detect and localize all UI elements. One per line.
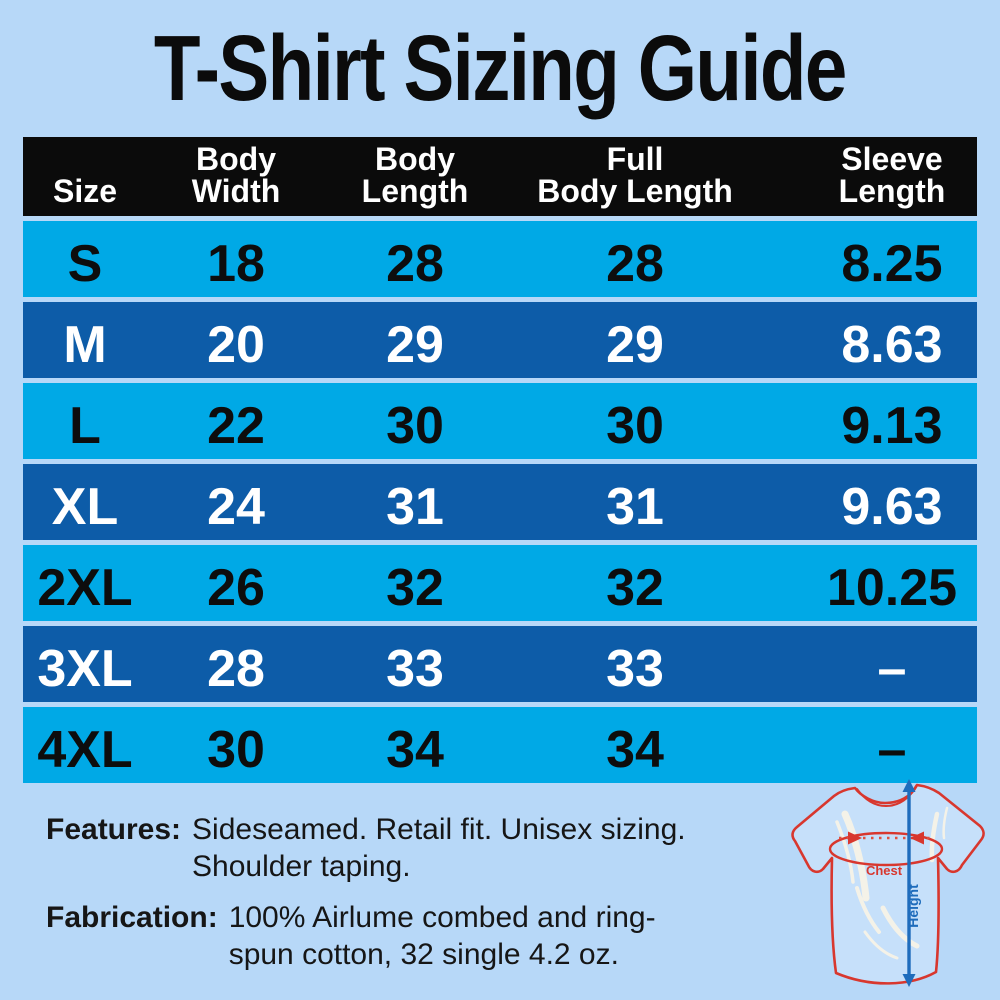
cell-sleeve-length: 9.63 (841, 478, 943, 536)
features-label: Features: (46, 813, 182, 846)
chest-arrow-right (910, 831, 924, 845)
table-row-s: S 18 28 28 8.25 (23, 221, 977, 297)
cell-body-width: 30 (207, 721, 265, 779)
cell-full-body-length: 34 (606, 721, 664, 779)
column-header-sleeve-length: Sleeve Length (838, 141, 946, 209)
fabrication-note: Fabrication: 100% Airlume combed and rin… (46, 899, 1000, 973)
height-arrow-top (902, 779, 916, 792)
cell-body-length: 32 (386, 559, 444, 617)
cell-body-width: 24 (207, 478, 265, 536)
fabrication-line-2: spun cotton, 32 single 4.2 oz. (228, 938, 619, 971)
fabrication-label: Fabrication: (46, 901, 218, 934)
table-row-l: L 22 30 30 9.13 (23, 383, 977, 459)
notes-section: Features: Sideseamed. Retail fit. Unisex… (46, 811, 1000, 973)
page-title: T-Shirt Sizing Guide (154, 16, 847, 120)
fabric-highlights (835, 806, 949, 960)
cell-size: 4XL (37, 721, 133, 779)
cell-body-length: 30 (386, 397, 444, 455)
cell-body-width: 26 (207, 559, 265, 617)
features-line-2: Shoulder taping. (192, 850, 411, 883)
cell-body-length: 33 (386, 640, 444, 698)
cell-full-body-length: 28 (606, 235, 664, 293)
cell-size: 3XL (37, 640, 133, 698)
cell-full-body-length: 33 (606, 640, 664, 698)
chest-measure-ellipse (828, 831, 944, 867)
cell-sleeve-length: 8.63 (841, 316, 943, 374)
features-line-1: Sideseamed. Retail fit. Unisex sizing. (192, 813, 686, 846)
fabrication-line-1: 100% Airlume combed and ring- (228, 901, 656, 934)
tshirt-measurement-diagram: Chest Height (791, 779, 985, 987)
cell-body-length: 28 (386, 235, 444, 293)
cell-sleeve-length: 10.25 (826, 559, 958, 617)
cell-body-width: 28 (207, 640, 265, 698)
column-header-size: Size (52, 173, 118, 209)
cell-size: S (67, 235, 103, 293)
table-header-row: Size Body Width Body Length Full Body Le… (23, 137, 977, 216)
cell-full-body-length: 31 (606, 478, 664, 536)
page-title-area: T-Shirt Sizing Guide (0, 0, 1000, 137)
table-row-m: M 20 29 29 8.63 (23, 302, 977, 378)
table-row-3xl: 3XL 28 33 33 – (23, 626, 977, 702)
cell-body-length: 29 (386, 316, 444, 374)
height-arrow-bottom (902, 974, 916, 987)
features-note: Features: Sideseamed. Retail fit. Unisex… (46, 811, 1000, 885)
chest-arrow-left (848, 831, 862, 845)
cell-full-body-length: 30 (606, 397, 664, 455)
cell-body-width: 20 (207, 316, 265, 374)
column-header-body-length: Body Length (361, 141, 469, 209)
cell-body-width: 18 (207, 235, 265, 293)
chest-label: Chest (866, 863, 903, 878)
cell-body-width: 22 (207, 397, 265, 455)
cell-sleeve-length: 9.13 (841, 397, 943, 455)
cell-full-body-length: 32 (606, 559, 664, 617)
cell-sleeve-length: – (877, 721, 907, 779)
cell-body-length: 31 (386, 478, 444, 536)
table-row-4xl: 4XL 30 34 34 – (23, 707, 977, 783)
column-header-body-width: Body Width (191, 141, 281, 209)
sizing-table: Size Body Width Body Length Full Body Le… (23, 137, 977, 783)
cell-full-body-length: 29 (606, 316, 664, 374)
cell-size: XL (51, 478, 119, 536)
height-label: Height (905, 884, 921, 928)
cell-sleeve-length: 8.25 (841, 235, 943, 293)
cell-sleeve-length: – (877, 640, 907, 698)
column-header-full-body-length: Full Body Length (537, 141, 733, 209)
cell-body-length: 34 (386, 721, 444, 779)
cell-size: 2XL (37, 559, 133, 617)
table-row-2xl: 2XL 26 32 32 10.25 (23, 545, 977, 621)
table-row-xl: XL 24 31 31 9.63 (23, 464, 977, 540)
cell-size: M (63, 316, 107, 374)
cell-size: L (69, 397, 101, 455)
